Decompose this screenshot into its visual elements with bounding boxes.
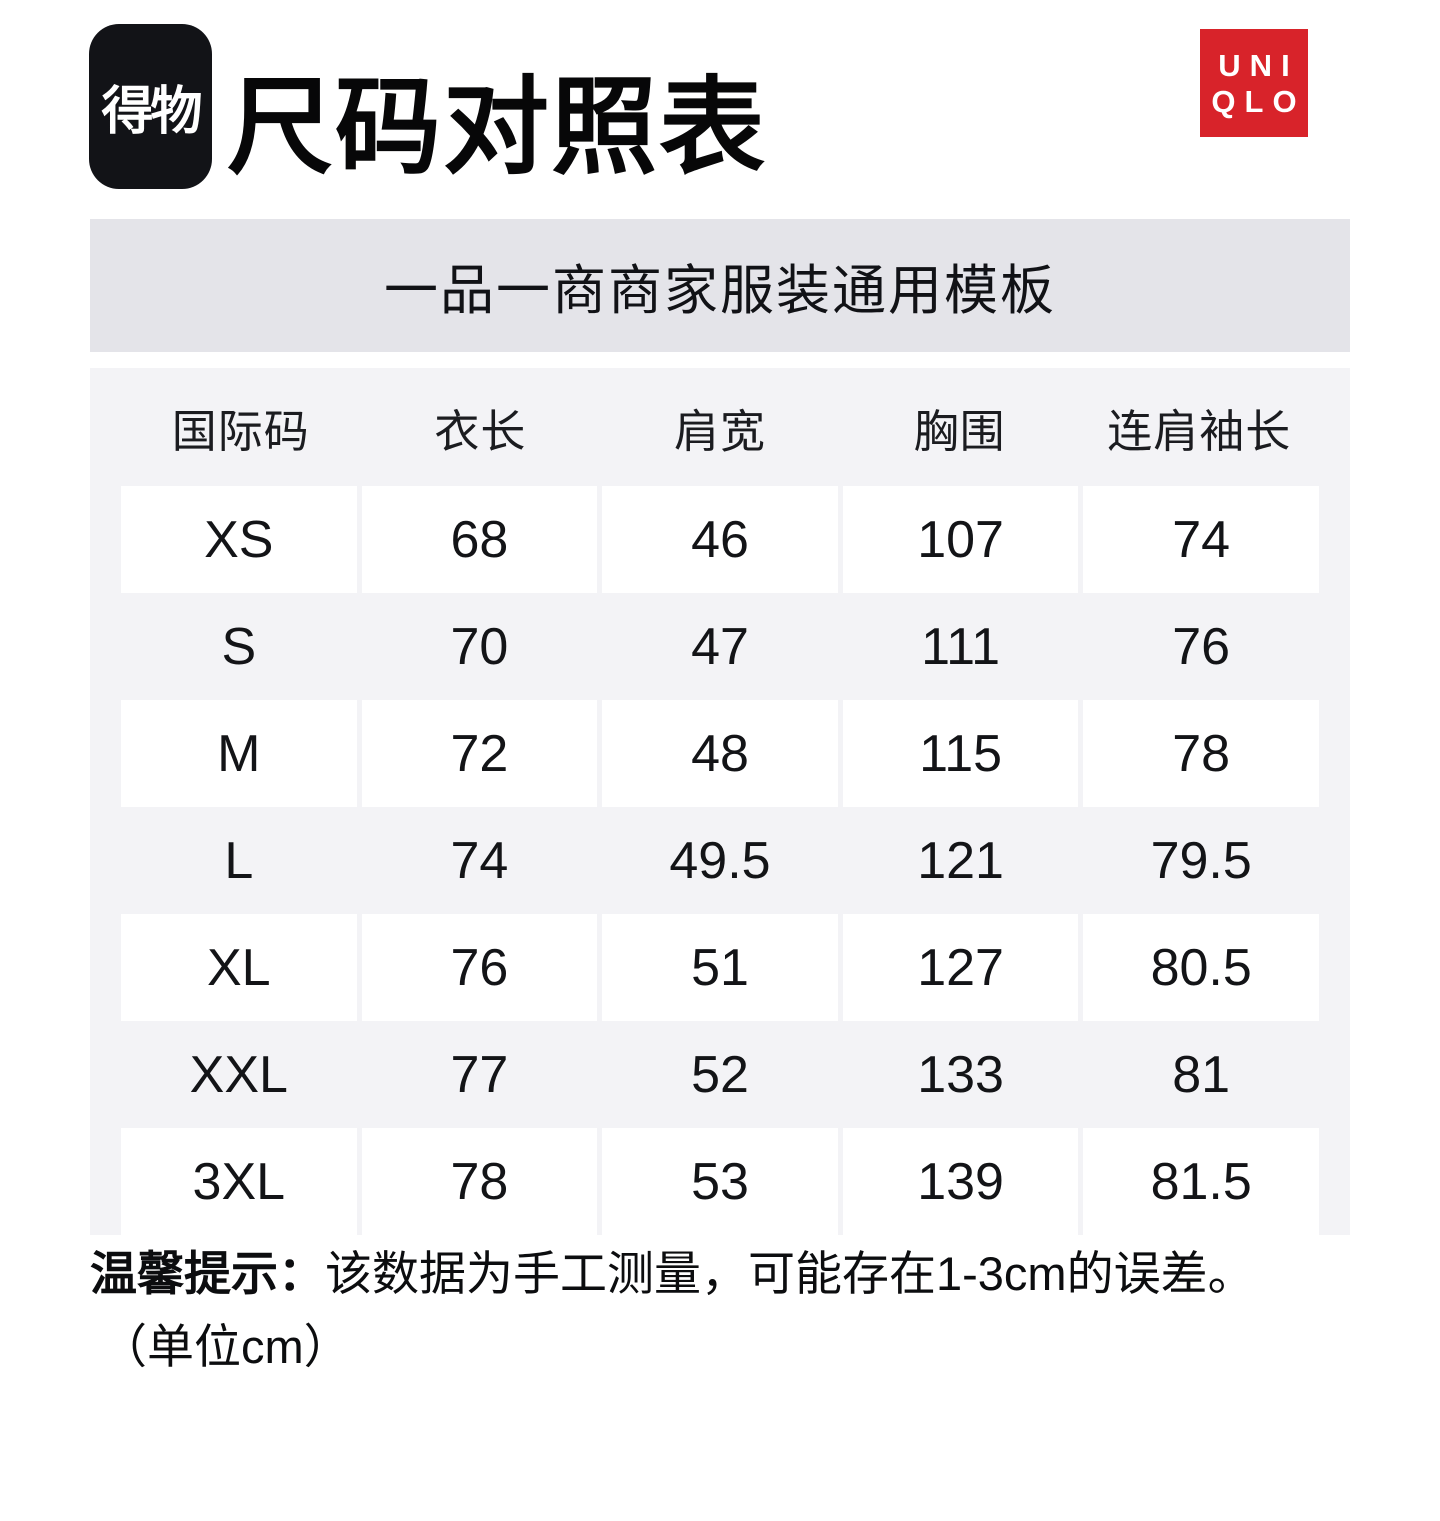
size-cell: M [121, 700, 357, 807]
value-cell: 74 [450, 831, 509, 890]
table-row-s: S 70 47 111 76 [90, 593, 1350, 700]
value-cell: 52 [691, 1045, 749, 1104]
value-cell: 46 [602, 486, 838, 593]
value-cell: 78 [1083, 700, 1319, 807]
dewu-app-logo: 得物 [89, 24, 212, 189]
value-cell: 77 [450, 1045, 509, 1104]
value-cell: 76 [361, 914, 598, 1021]
table-row-3xl: 3XL 78 53 139 81.5 [90, 1128, 1350, 1235]
value-cell: 68 [361, 486, 598, 593]
size-cell: L [224, 831, 254, 890]
value-cell: 81.5 [1083, 1128, 1319, 1235]
value-cell: 74 [1083, 486, 1319, 593]
size-table: 国际码 衣长 肩宽 胸围 连肩袖长 XS 68 46 107 74 S 70 4… [90, 368, 1350, 1235]
template-banner-text: 一品一商商家服装通用模板 [384, 261, 1056, 321]
value-cell: 51 [602, 914, 838, 1021]
column-header-garment-length: 衣长 [434, 405, 527, 457]
size-cell: XXL [189, 1045, 288, 1104]
value-cell: 111 [921, 617, 1001, 676]
value-cell: 70 [450, 617, 509, 676]
uniqlo-logo-line1: UNI [1218, 47, 1299, 83]
value-cell: 53 [602, 1128, 838, 1235]
value-cell: 121 [917, 831, 1004, 890]
value-cell: 81 [1172, 1045, 1231, 1104]
value-cell: 79.5 [1150, 831, 1252, 890]
size-cell: XS [121, 486, 357, 593]
table-row-xxl: XXL 77 52 133 81 [90, 1021, 1350, 1128]
value-cell: 72 [361, 700, 598, 807]
footnote: 温馨提示：该数据为手工测量，可能存在1-3cm的误差。 [90, 1243, 1255, 1305]
value-cell: 107 [842, 486, 1079, 593]
value-cell: 47 [691, 617, 749, 676]
size-cell: XL [121, 914, 357, 1021]
value-cell: 115 [842, 700, 1079, 807]
table-header-row: 国际码 衣长 肩宽 胸围 连肩袖长 [90, 368, 1350, 486]
uniqlo-brand-logo: UNI QLO [1200, 29, 1308, 137]
size-cell: 3XL [121, 1128, 357, 1235]
value-cell: 133 [917, 1045, 1004, 1104]
table-row-l: L 74 49.5 121 79.5 [90, 807, 1350, 914]
table-row-m: M 72 48 115 78 [90, 700, 1350, 807]
dewu-logo-text: 得物 [101, 83, 202, 141]
value-cell: 80.5 [1083, 914, 1319, 1021]
table-body: XS 68 46 107 74 S 70 47 111 76 M 72 48 1… [90, 486, 1350, 1235]
column-header-intl-size: 国际码 [171, 405, 310, 457]
column-header-chest: 胸围 [913, 405, 1006, 457]
uniqlo-logo-line2: QLO [1211, 83, 1306, 119]
footnote-label: 温馨提示： [90, 1247, 325, 1300]
footnote-text: 该数据为手工测量，可能存在1-3cm的误差。 [325, 1247, 1255, 1300]
value-cell: 139 [842, 1128, 1079, 1235]
table-row-xs: XS 68 46 107 74 [90, 486, 1350, 593]
page-title: 尺码对照表 [227, 69, 767, 187]
footnote-unit: （单位cm） [100, 1320, 351, 1373]
template-banner: 一品一商商家服装通用模板 [90, 219, 1350, 352]
size-cell: S [221, 617, 257, 676]
value-cell: 127 [842, 914, 1079, 1021]
value-cell: 48 [602, 700, 838, 807]
value-cell: 49.5 [669, 831, 771, 890]
column-header-sleeve-length: 连肩袖长 [1107, 405, 1292, 457]
column-header-shoulder-width: 肩宽 [673, 405, 766, 457]
value-cell: 76 [1172, 617, 1231, 676]
table-row-xl: XL 76 51 127 80.5 [90, 914, 1350, 1021]
value-cell: 78 [361, 1128, 598, 1235]
